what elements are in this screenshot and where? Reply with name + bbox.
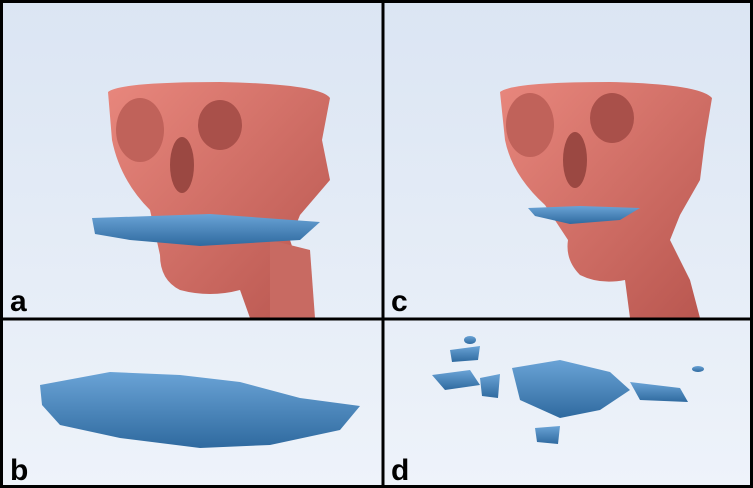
figure: a c b d xyxy=(0,0,753,488)
page: a c b d (() => { const data = JSON.parse… xyxy=(0,0,753,488)
panel-label: a xyxy=(10,285,27,318)
panel-label: b xyxy=(10,454,28,487)
panel-label: c xyxy=(391,285,408,318)
panel-label: d xyxy=(391,454,409,487)
